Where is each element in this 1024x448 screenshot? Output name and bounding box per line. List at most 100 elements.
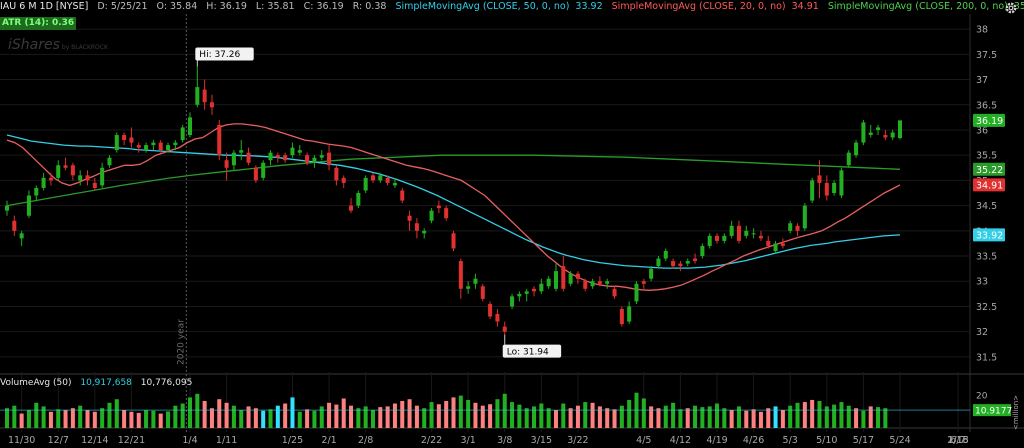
candle-body bbox=[217, 124, 222, 156]
candle-body bbox=[590, 281, 595, 287]
candle-body bbox=[305, 155, 310, 163]
candle-body bbox=[758, 235, 763, 239]
candle-body bbox=[663, 250, 668, 259]
volume-price-label: 10.9177 bbox=[975, 407, 1012, 417]
sma50-line bbox=[6, 134, 901, 269]
candle-body bbox=[85, 175, 90, 181]
candle-body bbox=[854, 142, 859, 156]
sma200-value: 35.22 bbox=[1013, 1, 1024, 12]
volume-bar bbox=[473, 402, 478, 428]
candle-body bbox=[56, 165, 61, 178]
candle-body bbox=[766, 240, 771, 246]
volume-bar bbox=[854, 408, 859, 428]
candle-body bbox=[532, 288, 537, 292]
volume-bar bbox=[502, 393, 507, 428]
x-tick-label: 1/25 bbox=[282, 435, 303, 446]
volume-bar bbox=[363, 406, 368, 428]
volume-bar bbox=[722, 408, 727, 428]
volume-bar bbox=[436, 404, 441, 428]
volume-bar bbox=[839, 402, 844, 428]
volume-bar bbox=[187, 397, 193, 428]
candle-body bbox=[180, 127, 185, 141]
gear-icon[interactable] bbox=[1004, 1, 1018, 15]
candle-body bbox=[400, 190, 405, 201]
candle-body bbox=[744, 230, 749, 236]
x-tick-label: 6/7 bbox=[950, 435, 965, 446]
candle-body bbox=[876, 127, 881, 130]
volume-bar bbox=[107, 402, 112, 428]
volume-bar bbox=[356, 408, 361, 428]
candle-body bbox=[41, 177, 46, 188]
y-tick-label: 32 bbox=[976, 327, 988, 338]
candle-body bbox=[202, 89, 207, 103]
candle-body bbox=[495, 314, 500, 322]
volume-bar bbox=[100, 408, 105, 428]
x-tick-label: 5/10 bbox=[816, 435, 837, 446]
volume-bar bbox=[144, 410, 149, 428]
y-tick-label: 38 bbox=[976, 25, 988, 36]
volume-bar bbox=[385, 406, 390, 428]
volume-bar bbox=[275, 405, 280, 428]
y-tick-label: 32.5 bbox=[976, 302, 997, 313]
x-tick-label: 2/22 bbox=[421, 435, 442, 446]
candle-body bbox=[173, 142, 178, 146]
volume-bar bbox=[597, 406, 602, 428]
volume-bar bbox=[773, 406, 778, 428]
volume-bar bbox=[714, 403, 720, 428]
candle-body bbox=[48, 177, 53, 181]
volume-bar bbox=[319, 406, 324, 428]
volume-bar bbox=[158, 413, 163, 428]
range-label: R: 0.38 bbox=[352, 1, 387, 12]
volume-bar bbox=[246, 406, 251, 428]
candle-body bbox=[817, 175, 822, 183]
volume-avg-label[interactable]: VolumeAvg (50) bbox=[0, 378, 72, 388]
volume-bar bbox=[180, 403, 185, 428]
candle-body bbox=[268, 152, 273, 161]
volume-bar bbox=[56, 409, 61, 428]
volume-bar bbox=[583, 402, 588, 428]
volume-bar bbox=[209, 408, 214, 428]
candle-body bbox=[458, 261, 463, 289]
candle-body bbox=[144, 145, 149, 151]
volume-bar bbox=[173, 405, 178, 428]
sma20-label[interactable]: SimpleMovingAvg (CLOSE, 20, 0, no) bbox=[611, 1, 786, 12]
volume-bar bbox=[92, 411, 97, 428]
volume-bar bbox=[341, 398, 346, 428]
sma50-label[interactable]: SimpleMovingAvg (CLOSE, 50, 0, no) bbox=[395, 1, 570, 12]
candle-body bbox=[26, 195, 31, 216]
volume-bar bbox=[429, 402, 434, 428]
x-tick-label: 5/17 bbox=[853, 435, 874, 446]
candle-body bbox=[861, 122, 866, 143]
sma200-label[interactable]: SimpleMovingAvg (CLOSE, 200, 0, no) bbox=[827, 1, 1008, 12]
candle-body bbox=[751, 233, 756, 235]
sma50-value: 33.92 bbox=[575, 1, 603, 12]
volume-bar bbox=[129, 411, 134, 428]
price-label-sma50: 33.92 bbox=[976, 230, 1003, 241]
candle-body bbox=[693, 258, 698, 262]
volume-bar bbox=[466, 399, 471, 428]
sma200-line bbox=[6, 154, 901, 207]
x-tick-label: 3/1 bbox=[460, 435, 475, 446]
volume-bar bbox=[136, 412, 141, 428]
candle-body bbox=[349, 205, 354, 211]
volume-bar bbox=[392, 403, 397, 428]
volume-bar bbox=[883, 408, 888, 428]
candle-body bbox=[553, 271, 558, 289]
volume-bar bbox=[553, 410, 558, 428]
candle-body bbox=[795, 225, 800, 231]
high-label: H: 36.19 bbox=[206, 1, 247, 12]
candle-body bbox=[283, 155, 288, 161]
volume-bar bbox=[78, 405, 83, 428]
atr-badge[interactable]: ATR (14): 0.36 bbox=[0, 17, 77, 30]
candle-body bbox=[832, 182, 837, 193]
volume-bar bbox=[122, 410, 127, 428]
x-tick-label: 12/14 bbox=[81, 435, 108, 446]
volume-bar bbox=[261, 410, 266, 428]
candle-body bbox=[34, 187, 39, 196]
symbol-label[interactable]: IAU 6 M 1D [NYSE] bbox=[0, 1, 89, 12]
candle-body bbox=[136, 145, 141, 148]
candle-body bbox=[802, 205, 807, 229]
candle-body bbox=[546, 278, 551, 287]
volume-bar bbox=[327, 402, 332, 428]
